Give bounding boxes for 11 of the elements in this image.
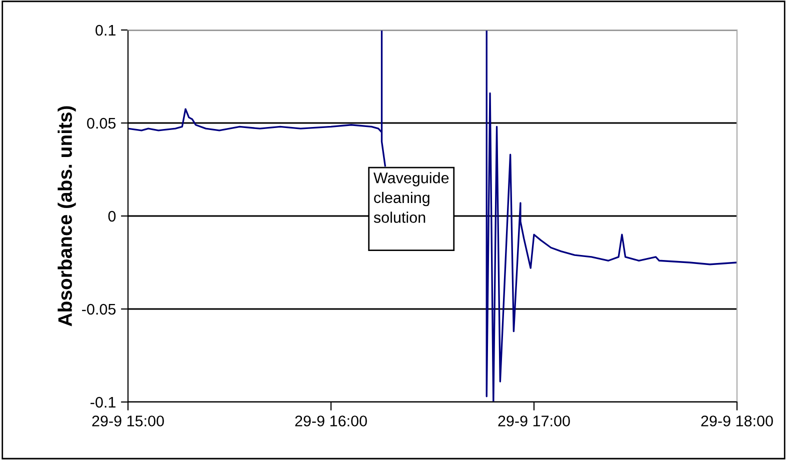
y-tick-label: -0.05 — [82, 304, 116, 315]
y-tick-label: 0.1 — [96, 24, 116, 36]
x-tick-label: 29-9 16:00 — [295, 416, 367, 426]
y-tick-label: 0.05 — [87, 118, 116, 129]
x-tick-label: 29-9 15:00 — [92, 416, 164, 426]
y-tick-label: -0.1 — [90, 396, 116, 408]
x-tick-label: 29-9 18:00 — [701, 416, 773, 426]
x-tick-label: 29-9 17:00 — [498, 416, 570, 426]
y-tick-label: 0 — [108, 210, 116, 222]
annotation: Waveguide cleaning solution — [373, 172, 449, 223]
y-axis-title: Absorbance (abs. units) — [58, 106, 76, 326]
